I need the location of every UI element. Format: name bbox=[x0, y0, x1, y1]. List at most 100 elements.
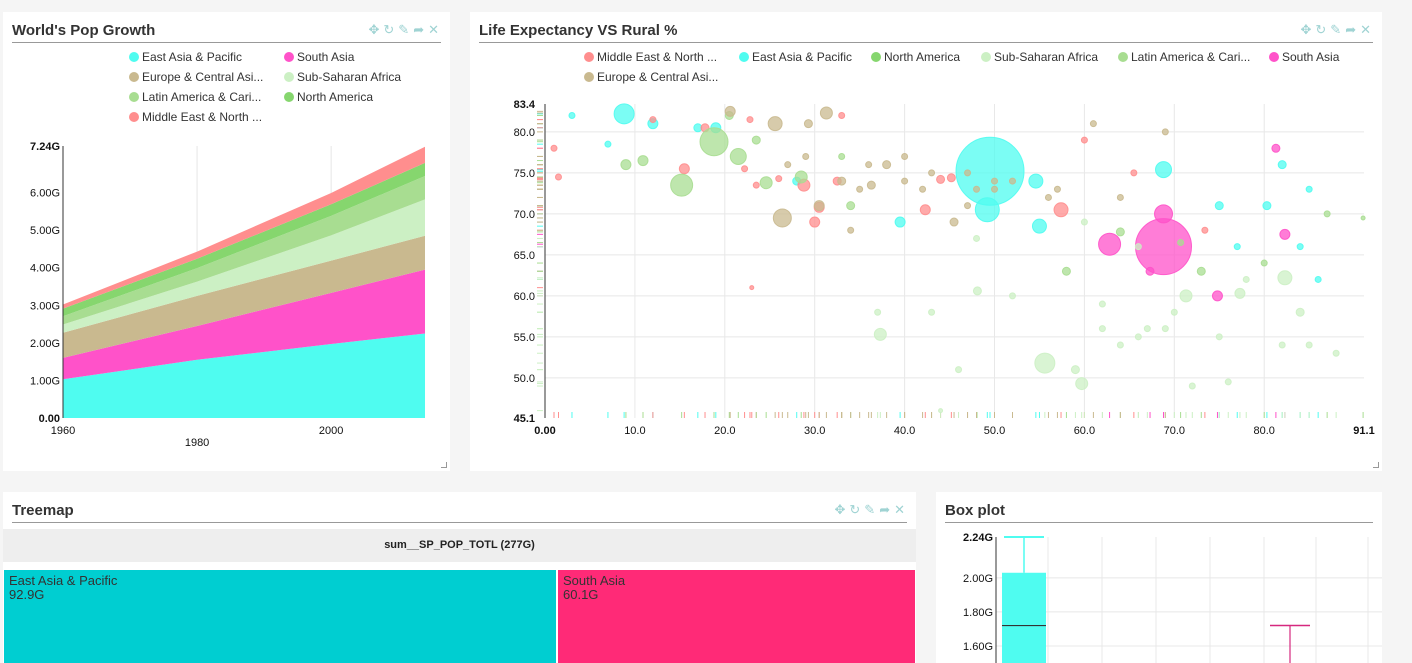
panel-title: World's Pop Growth bbox=[12, 22, 156, 39]
edit-icon[interactable]: ✎ bbox=[864, 502, 879, 517]
scatter-point bbox=[1211, 290, 1223, 302]
refresh-icon[interactable]: ↻ bbox=[383, 22, 398, 37]
scatter-point bbox=[901, 177, 909, 185]
share-icon[interactable]: ➦ bbox=[879, 502, 894, 517]
scatter-point bbox=[1134, 333, 1142, 341]
scatter-point bbox=[1143, 325, 1151, 333]
x-tick-label: 1980 bbox=[185, 437, 209, 449]
move-icon[interactable]: ✥ bbox=[1300, 22, 1315, 37]
scatter-point bbox=[1296, 243, 1304, 251]
share-icon[interactable]: ➦ bbox=[1345, 22, 1360, 37]
legend-swatch bbox=[739, 52, 749, 62]
panel-box-plot: Box plot 2.24G 2.00G 1.80G 1.60G bbox=[936, 492, 1382, 663]
scatter-point bbox=[1075, 377, 1089, 391]
scatter-point bbox=[1080, 218, 1088, 226]
y-tick-label: 65.0 bbox=[514, 250, 535, 262]
treemap-cell-east-asia[interactable]: East Asia & Pacific 92.9G bbox=[4, 570, 556, 663]
legend-swatch bbox=[129, 52, 139, 62]
move-icon[interactable]: ✥ bbox=[834, 502, 849, 517]
y-tick-label: 55.0 bbox=[514, 332, 535, 344]
treemap-header[interactable]: sum__SP_POP_TOTL (277G) bbox=[3, 529, 916, 562]
scatter-point bbox=[1070, 365, 1080, 375]
treemap-cell-south-asia[interactable]: South Asia 60.1G bbox=[558, 570, 915, 663]
legend-label: Europe & Central Asi... bbox=[597, 70, 718, 84]
scatter-point bbox=[991, 185, 999, 193]
scatter-point bbox=[1233, 243, 1241, 251]
refresh-icon[interactable]: ↻ bbox=[1315, 22, 1330, 37]
legend-swatch bbox=[584, 52, 594, 62]
scatter-point bbox=[749, 285, 755, 291]
y-tick-label: 2.00G bbox=[963, 573, 993, 585]
move-icon[interactable]: ✥ bbox=[368, 22, 383, 37]
scatter-point bbox=[1098, 325, 1106, 333]
scatter-point bbox=[838, 111, 846, 119]
legend-label: Middle East & North ... bbox=[142, 110, 262, 124]
y-tick-label: 80.0 bbox=[514, 127, 535, 139]
scatter-point bbox=[775, 175, 783, 183]
scatter-point bbox=[955, 366, 963, 374]
scatter-point bbox=[1154, 204, 1174, 224]
scatter-point bbox=[746, 116, 754, 124]
scatter-point bbox=[1028, 173, 1044, 189]
scatter-point bbox=[784, 161, 792, 169]
scatter-point bbox=[1145, 266, 1155, 276]
x-tick-label: 2000 bbox=[319, 425, 343, 437]
scatter-point bbox=[1314, 275, 1322, 283]
legend-label: Europe & Central Asi... bbox=[142, 70, 263, 84]
scatter-point bbox=[1279, 228, 1291, 240]
resize-handle[interactable] bbox=[441, 462, 447, 468]
scatter-point bbox=[1130, 169, 1138, 177]
close-icon[interactable]: ✕ bbox=[1360, 22, 1374, 37]
scatter-point bbox=[874, 308, 882, 316]
scatter-point bbox=[856, 185, 864, 193]
panel-title: Box plot bbox=[945, 502, 1005, 519]
resize-handle[interactable] bbox=[1373, 462, 1379, 468]
legend-swatch bbox=[129, 112, 139, 122]
y-tick-label: 6.00G bbox=[30, 188, 60, 200]
scatter-point bbox=[813, 200, 825, 212]
scatter-point bbox=[873, 327, 887, 341]
scatter-point bbox=[882, 160, 892, 170]
legend-swatch bbox=[1118, 52, 1128, 62]
scatter-point bbox=[550, 144, 558, 152]
close-icon[interactable]: ✕ bbox=[894, 502, 908, 517]
edit-icon[interactable]: ✎ bbox=[1330, 22, 1345, 37]
treemap-cell-value: 60.1G bbox=[563, 587, 599, 602]
x-tick-label: 10.0 bbox=[624, 425, 645, 437]
scatter-point bbox=[919, 185, 927, 193]
scatter-point bbox=[1116, 193, 1124, 201]
scatter-point bbox=[1008, 292, 1016, 300]
y-tick-label: 7.24G bbox=[30, 141, 60, 153]
scatter-point bbox=[901, 152, 909, 160]
scatter-point bbox=[1305, 341, 1313, 349]
scatter-point bbox=[964, 202, 972, 210]
panel-controls: ✥↻✎➦✕ bbox=[833, 502, 908, 518]
refresh-icon[interactable]: ↻ bbox=[849, 502, 864, 517]
area-series bbox=[63, 146, 425, 309]
share-icon[interactable]: ➦ bbox=[413, 22, 428, 37]
scatter-point bbox=[1234, 287, 1246, 299]
life-expectancy-chart: Middle East & North ... East Asia & Pacif… bbox=[514, 50, 1375, 437]
scatter-point bbox=[1214, 201, 1224, 211]
close-icon[interactable]: ✕ bbox=[428, 22, 442, 37]
panel-controls: ✥↻✎➦✕ bbox=[367, 22, 442, 38]
legend-label: East Asia & Pacific bbox=[752, 50, 852, 64]
legend-swatch bbox=[129, 72, 139, 82]
panel-controls: ✥↻✎➦✕ bbox=[1299, 22, 1374, 38]
y-tick-label: 3.00G bbox=[30, 300, 60, 312]
y-tick-label: 83.4 bbox=[514, 99, 536, 111]
treemap-cell-label: East Asia & Pacific bbox=[9, 573, 118, 588]
scatter-point bbox=[1260, 259, 1268, 267]
scatter-point bbox=[972, 286, 982, 296]
scatter-point bbox=[568, 111, 576, 119]
title-divider bbox=[479, 42, 1373, 43]
edit-icon[interactable]: ✎ bbox=[398, 22, 413, 37]
legend-swatch bbox=[284, 72, 294, 82]
scatter-point bbox=[991, 177, 999, 185]
scatter-point bbox=[949, 217, 959, 227]
scatter-point bbox=[936, 174, 946, 184]
scatter-point bbox=[1053, 202, 1069, 218]
scatter-point bbox=[1323, 210, 1331, 218]
scatter-point bbox=[1360, 215, 1366, 221]
scatter-point bbox=[752, 181, 760, 189]
